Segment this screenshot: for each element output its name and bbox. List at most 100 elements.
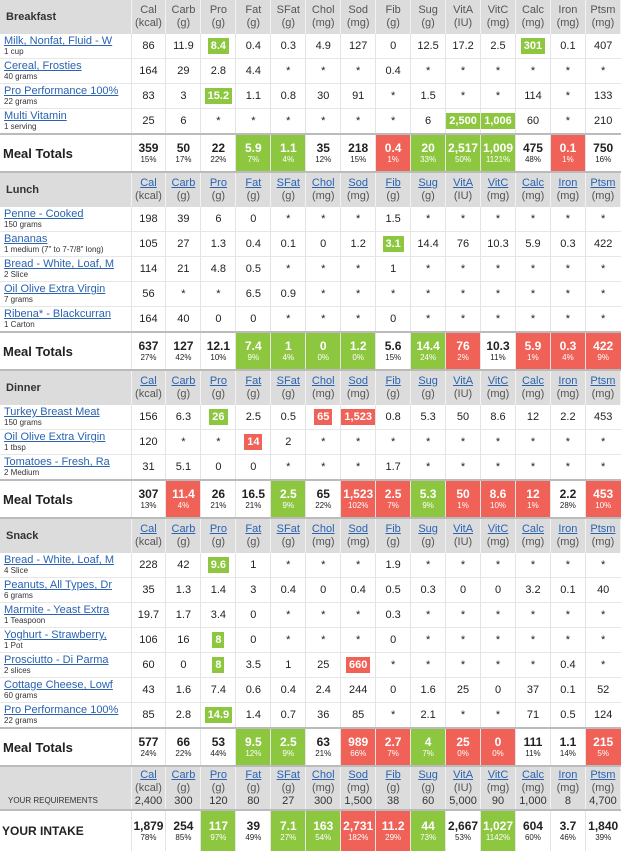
requirement-cell-ptsm[interactable]: Ptsm (mg) 4,700: [585, 766, 622, 810]
requirement-cell-carb[interactable]: Carb (g) 300: [165, 766, 202, 810]
column-name[interactable]: SFat: [276, 177, 300, 189]
column-name[interactable]: VitA: [453, 177, 474, 189]
column-header-sfat[interactable]: SFat (g): [270, 370, 307, 405]
column-name[interactable]: Fat: [245, 523, 262, 535]
food-link[interactable]: Tomatoes - Fresh, Ra: [4, 456, 110, 468]
requirement-cell-cal[interactable]: Cal (kcal) 2,400: [131, 766, 167, 810]
column-header-sug[interactable]: Sug (g): [410, 518, 447, 553]
food-link[interactable]: Pro Performance 100%: [4, 704, 119, 716]
column-header-chol[interactable]: Chol (mg): [305, 370, 342, 405]
food-link[interactable]: Bread - White, Loaf, M: [4, 554, 115, 566]
column-header-fat[interactable]: Fat (g): [235, 518, 272, 553]
requirement-cell-sfat[interactable]: SFat (g) 27: [270, 766, 307, 810]
column-header-vita[interactable]: VitA (IU): [445, 370, 482, 405]
column-name[interactable]: Ptsm: [590, 523, 616, 535]
column-header-chol[interactable]: Chol (mg): [305, 518, 342, 553]
requirement-cell-vitc[interactable]: VitC (mg) 90: [480, 766, 516, 810]
food-link[interactable]: Oil Olive Extra Virgin: [4, 431, 106, 443]
column-header-fib[interactable]: Fib (g): [375, 370, 412, 405]
column-name[interactable]: Sug: [418, 768, 438, 781]
column-header-iron[interactable]: Iron (mg): [550, 370, 586, 405]
column-header-cal[interactable]: Cal (kcal): [131, 172, 167, 207]
column-name[interactable]: VitA: [453, 768, 474, 781]
column-name[interactable]: Sug: [418, 177, 438, 189]
column-name[interactable]: Carb: [171, 768, 196, 781]
requirement-cell-vita[interactable]: VitA (IU) 5,000: [445, 766, 482, 810]
column-name[interactable]: Ptsm: [590, 375, 616, 387]
column-header-calc[interactable]: Calc (mg): [515, 172, 551, 207]
food-link[interactable]: Bananas: [4, 233, 48, 245]
column-header-cal[interactable]: Cal (kcal): [131, 370, 167, 405]
column-name[interactable]: Fib: [385, 768, 401, 781]
food-link[interactable]: Marmite - Yeast Extra: [4, 604, 110, 616]
food-link[interactable]: Cottage Cheese, Lowf: [4, 679, 113, 691]
column-name[interactable]: Cal: [140, 177, 157, 189]
column-header-vita[interactable]: VitA (IU): [445, 518, 482, 553]
requirement-cell-chol[interactable]: Chol (mg) 300: [305, 766, 342, 810]
column-name[interactable]: Calc: [521, 375, 544, 387]
column-name[interactable]: VitA: [453, 523, 474, 535]
column-name[interactable]: Fat: [245, 375, 262, 387]
food-link[interactable]: Peanuts, All Types, Dr: [4, 579, 113, 591]
food-link[interactable]: Penne - Cooked: [4, 208, 84, 220]
column-header-sod[interactable]: Sod (mg): [340, 172, 377, 207]
column-header-vitc[interactable]: VitC (mg): [480, 172, 516, 207]
requirement-cell-fat[interactable]: Fat (g) 80: [235, 766, 272, 810]
food-link[interactable]: Prosciutto - Di Parma: [4, 654, 109, 666]
column-name[interactable]: Pro: [209, 375, 227, 387]
column-name[interactable]: VitA: [453, 375, 474, 387]
column-header-pro[interactable]: Pro (g): [200, 172, 237, 207]
column-name[interactable]: Sod: [348, 177, 368, 189]
column-header-sug[interactable]: Sug (g): [410, 172, 447, 207]
column-header-fib[interactable]: Fib (g): [375, 172, 412, 207]
column-header-cal[interactable]: Cal (kcal): [131, 518, 167, 553]
column-name[interactable]: VitC: [487, 375, 509, 387]
column-name[interactable]: Carb: [171, 523, 196, 535]
column-header-pro[interactable]: Pro (g): [200, 518, 237, 553]
column-name[interactable]: Cal: [140, 768, 157, 781]
column-header-ptsm[interactable]: Ptsm (mg): [585, 518, 622, 553]
column-header-carb[interactable]: Carb (g): [165, 370, 202, 405]
requirement-cell-fib[interactable]: Fib (g) 38: [375, 766, 412, 810]
column-header-sfat[interactable]: SFat (g): [270, 172, 307, 207]
column-name[interactable]: Pro: [209, 768, 227, 781]
column-header-chol[interactable]: Chol (mg): [305, 172, 342, 207]
column-name[interactable]: VitC: [487, 768, 509, 781]
column-name[interactable]: Ptsm: [590, 768, 616, 781]
column-name[interactable]: Fat: [245, 768, 262, 781]
requirement-cell-pro[interactable]: Pro (g) 120: [200, 766, 237, 810]
column-name[interactable]: Chol: [311, 177, 335, 189]
column-name[interactable]: Iron: [558, 177, 578, 189]
column-name[interactable]: Calc: [521, 768, 544, 781]
column-name[interactable]: Carb: [171, 375, 196, 387]
column-name[interactable]: Sod: [348, 375, 368, 387]
food-link[interactable]: Pro Performance 100%: [4, 85, 119, 97]
column-name[interactable]: Cal: [140, 375, 157, 387]
column-name[interactable]: Chol: [311, 523, 335, 535]
food-link[interactable]: Milk, Nonfat, Fluid - W: [4, 35, 113, 47]
food-link[interactable]: Yoghurt - Strawberry,: [4, 629, 107, 641]
column-header-carb[interactable]: Carb (g): [165, 518, 202, 553]
column-header-sfat[interactable]: SFat (g): [270, 518, 307, 553]
column-name[interactable]: Sug: [418, 375, 438, 387]
column-name[interactable]: SFat: [276, 768, 300, 781]
column-header-fat[interactable]: Fat (g): [235, 172, 272, 207]
column-name[interactable]: SFat: [276, 375, 300, 387]
column-header-ptsm[interactable]: Ptsm (mg): [585, 172, 622, 207]
column-header-calc[interactable]: Calc (mg): [515, 518, 551, 553]
column-header-iron[interactable]: Iron (mg): [550, 518, 586, 553]
food-link[interactable]: Multi Vitamin: [4, 110, 67, 122]
column-header-vita[interactable]: VitA (IU): [445, 172, 482, 207]
column-name[interactable]: Fat: [245, 177, 262, 189]
column-name[interactable]: Calc: [521, 523, 544, 535]
food-link[interactable]: Cereal, Frosties: [4, 60, 82, 72]
column-header-ptsm[interactable]: Ptsm (mg): [585, 370, 622, 405]
column-name[interactable]: Fib: [385, 523, 401, 535]
column-header-sug[interactable]: Sug (g): [410, 370, 447, 405]
column-name[interactable]: Sod: [348, 523, 368, 535]
column-name[interactable]: Ptsm: [590, 177, 616, 189]
column-header-sod[interactable]: Sod (mg): [340, 518, 377, 553]
column-name[interactable]: Pro: [209, 523, 227, 535]
requirement-cell-iron[interactable]: Iron (mg) 8: [550, 766, 586, 810]
food-link[interactable]: Turkey Breast Meat: [4, 406, 100, 418]
